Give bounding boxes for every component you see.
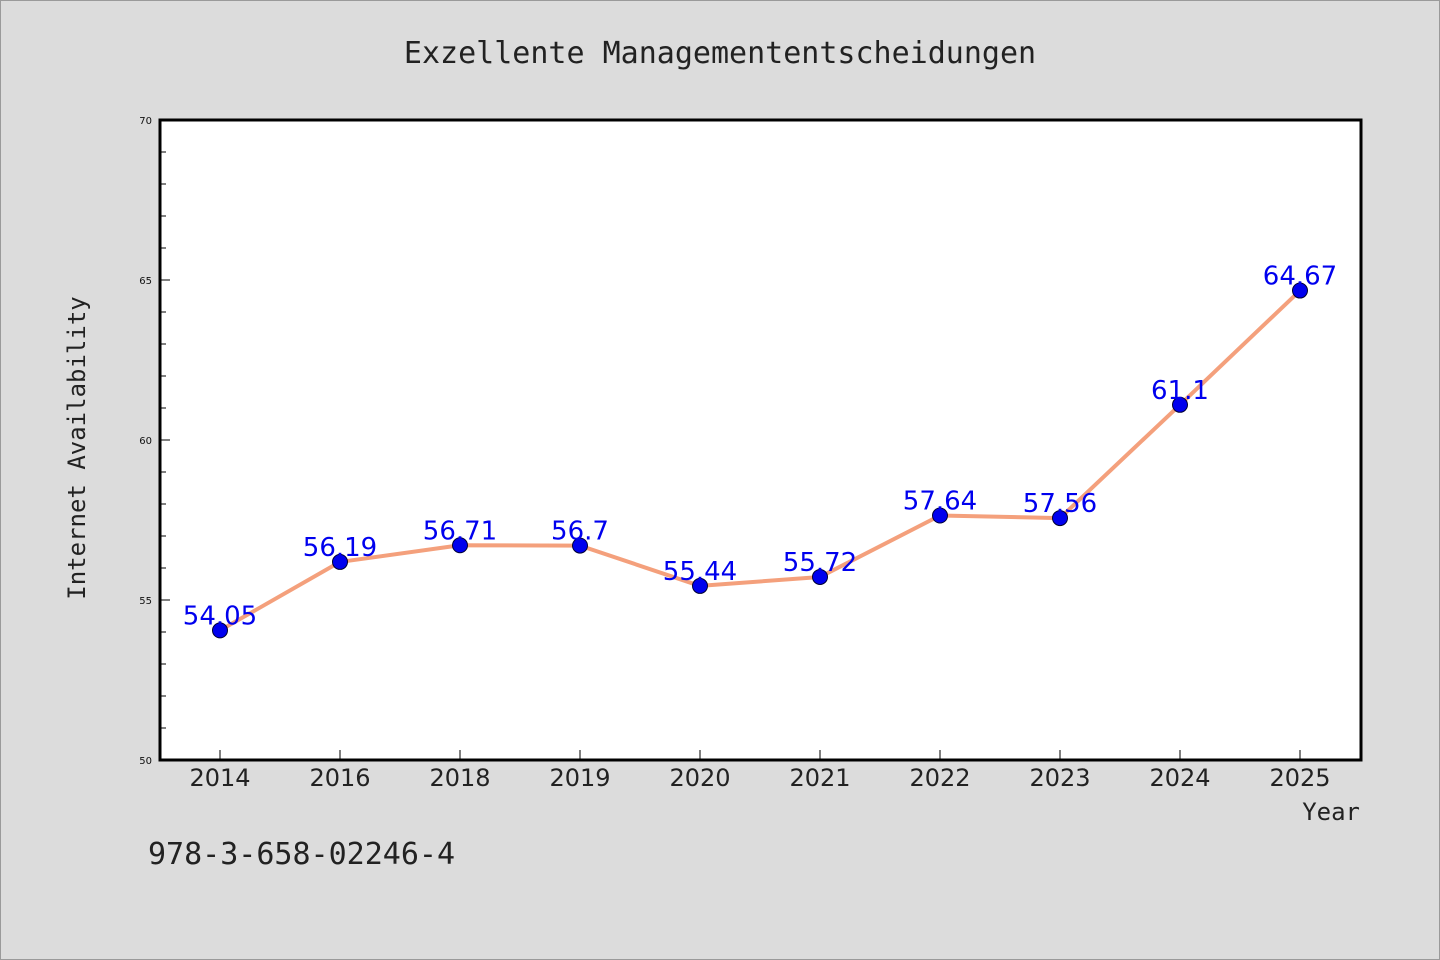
data-point xyxy=(452,537,468,554)
data-point xyxy=(1292,282,1308,299)
data-point xyxy=(932,507,948,524)
y-tick-label: 50 xyxy=(139,756,152,767)
x-tick-label: 2022 xyxy=(909,764,970,792)
y-tick-label: 65 xyxy=(139,276,152,287)
data-label: 57.56 xyxy=(1023,489,1097,519)
x-tick-label: 2021 xyxy=(789,764,850,792)
data-label: 54.05 xyxy=(183,601,257,631)
x-tick-label: 2020 xyxy=(669,764,730,792)
data-point xyxy=(332,553,348,570)
data-point xyxy=(1172,396,1188,413)
chart-title: Exzellente Managemententscheidungen xyxy=(404,36,1036,71)
data-label: 56.19 xyxy=(303,533,377,563)
data-label: 61.1 xyxy=(1151,376,1209,406)
data-label: 57.64 xyxy=(903,487,977,517)
data-labels: 54.05 56.19 56.71 56.7 55.44 55.72 57.64 57.56 6… xyxy=(183,262,1337,632)
data-label: 56.7 xyxy=(551,517,609,547)
series-line-group xyxy=(218,288,1302,633)
series-line xyxy=(218,288,1302,633)
y-axis-title: Internet Availability xyxy=(63,296,91,599)
data-label: 56.71 xyxy=(423,516,497,546)
x-axis-title: Year xyxy=(1302,798,1360,826)
data-point xyxy=(212,622,228,639)
data-label: 55.72 xyxy=(783,548,857,578)
y-tick-label: 55 xyxy=(139,596,152,607)
plot-area xyxy=(158,118,1363,762)
y-tick-label: 70 xyxy=(139,116,152,127)
x-tick-label: 2016 xyxy=(309,764,370,792)
x-tick-label: 2018 xyxy=(429,764,490,792)
x-axis: 2014 2016 2018 2019 2020 2021 2022 2023 2024 2025 xyxy=(189,750,1331,792)
data-markers xyxy=(212,282,1308,639)
x-tick-label: 2024 xyxy=(1149,764,1210,792)
x-tick-label: 2019 xyxy=(549,764,610,792)
x-tick-label: 2014 xyxy=(189,764,250,792)
data-point xyxy=(572,537,588,554)
data-label: 55.44 xyxy=(663,557,737,587)
data-point xyxy=(1052,510,1068,527)
isbn-footer-text: 978-3-658-02246-4 xyxy=(148,837,455,872)
x-tick-label: 2023 xyxy=(1029,764,1090,792)
y-tick-label: 60 xyxy=(139,436,152,447)
y-axis: 50 55 60 65 70 xyxy=(139,116,170,767)
data-point xyxy=(692,577,708,594)
x-tick-label: 2025 xyxy=(1269,764,1330,792)
data-point xyxy=(812,568,828,585)
data-label: 64.67 xyxy=(1263,262,1337,292)
